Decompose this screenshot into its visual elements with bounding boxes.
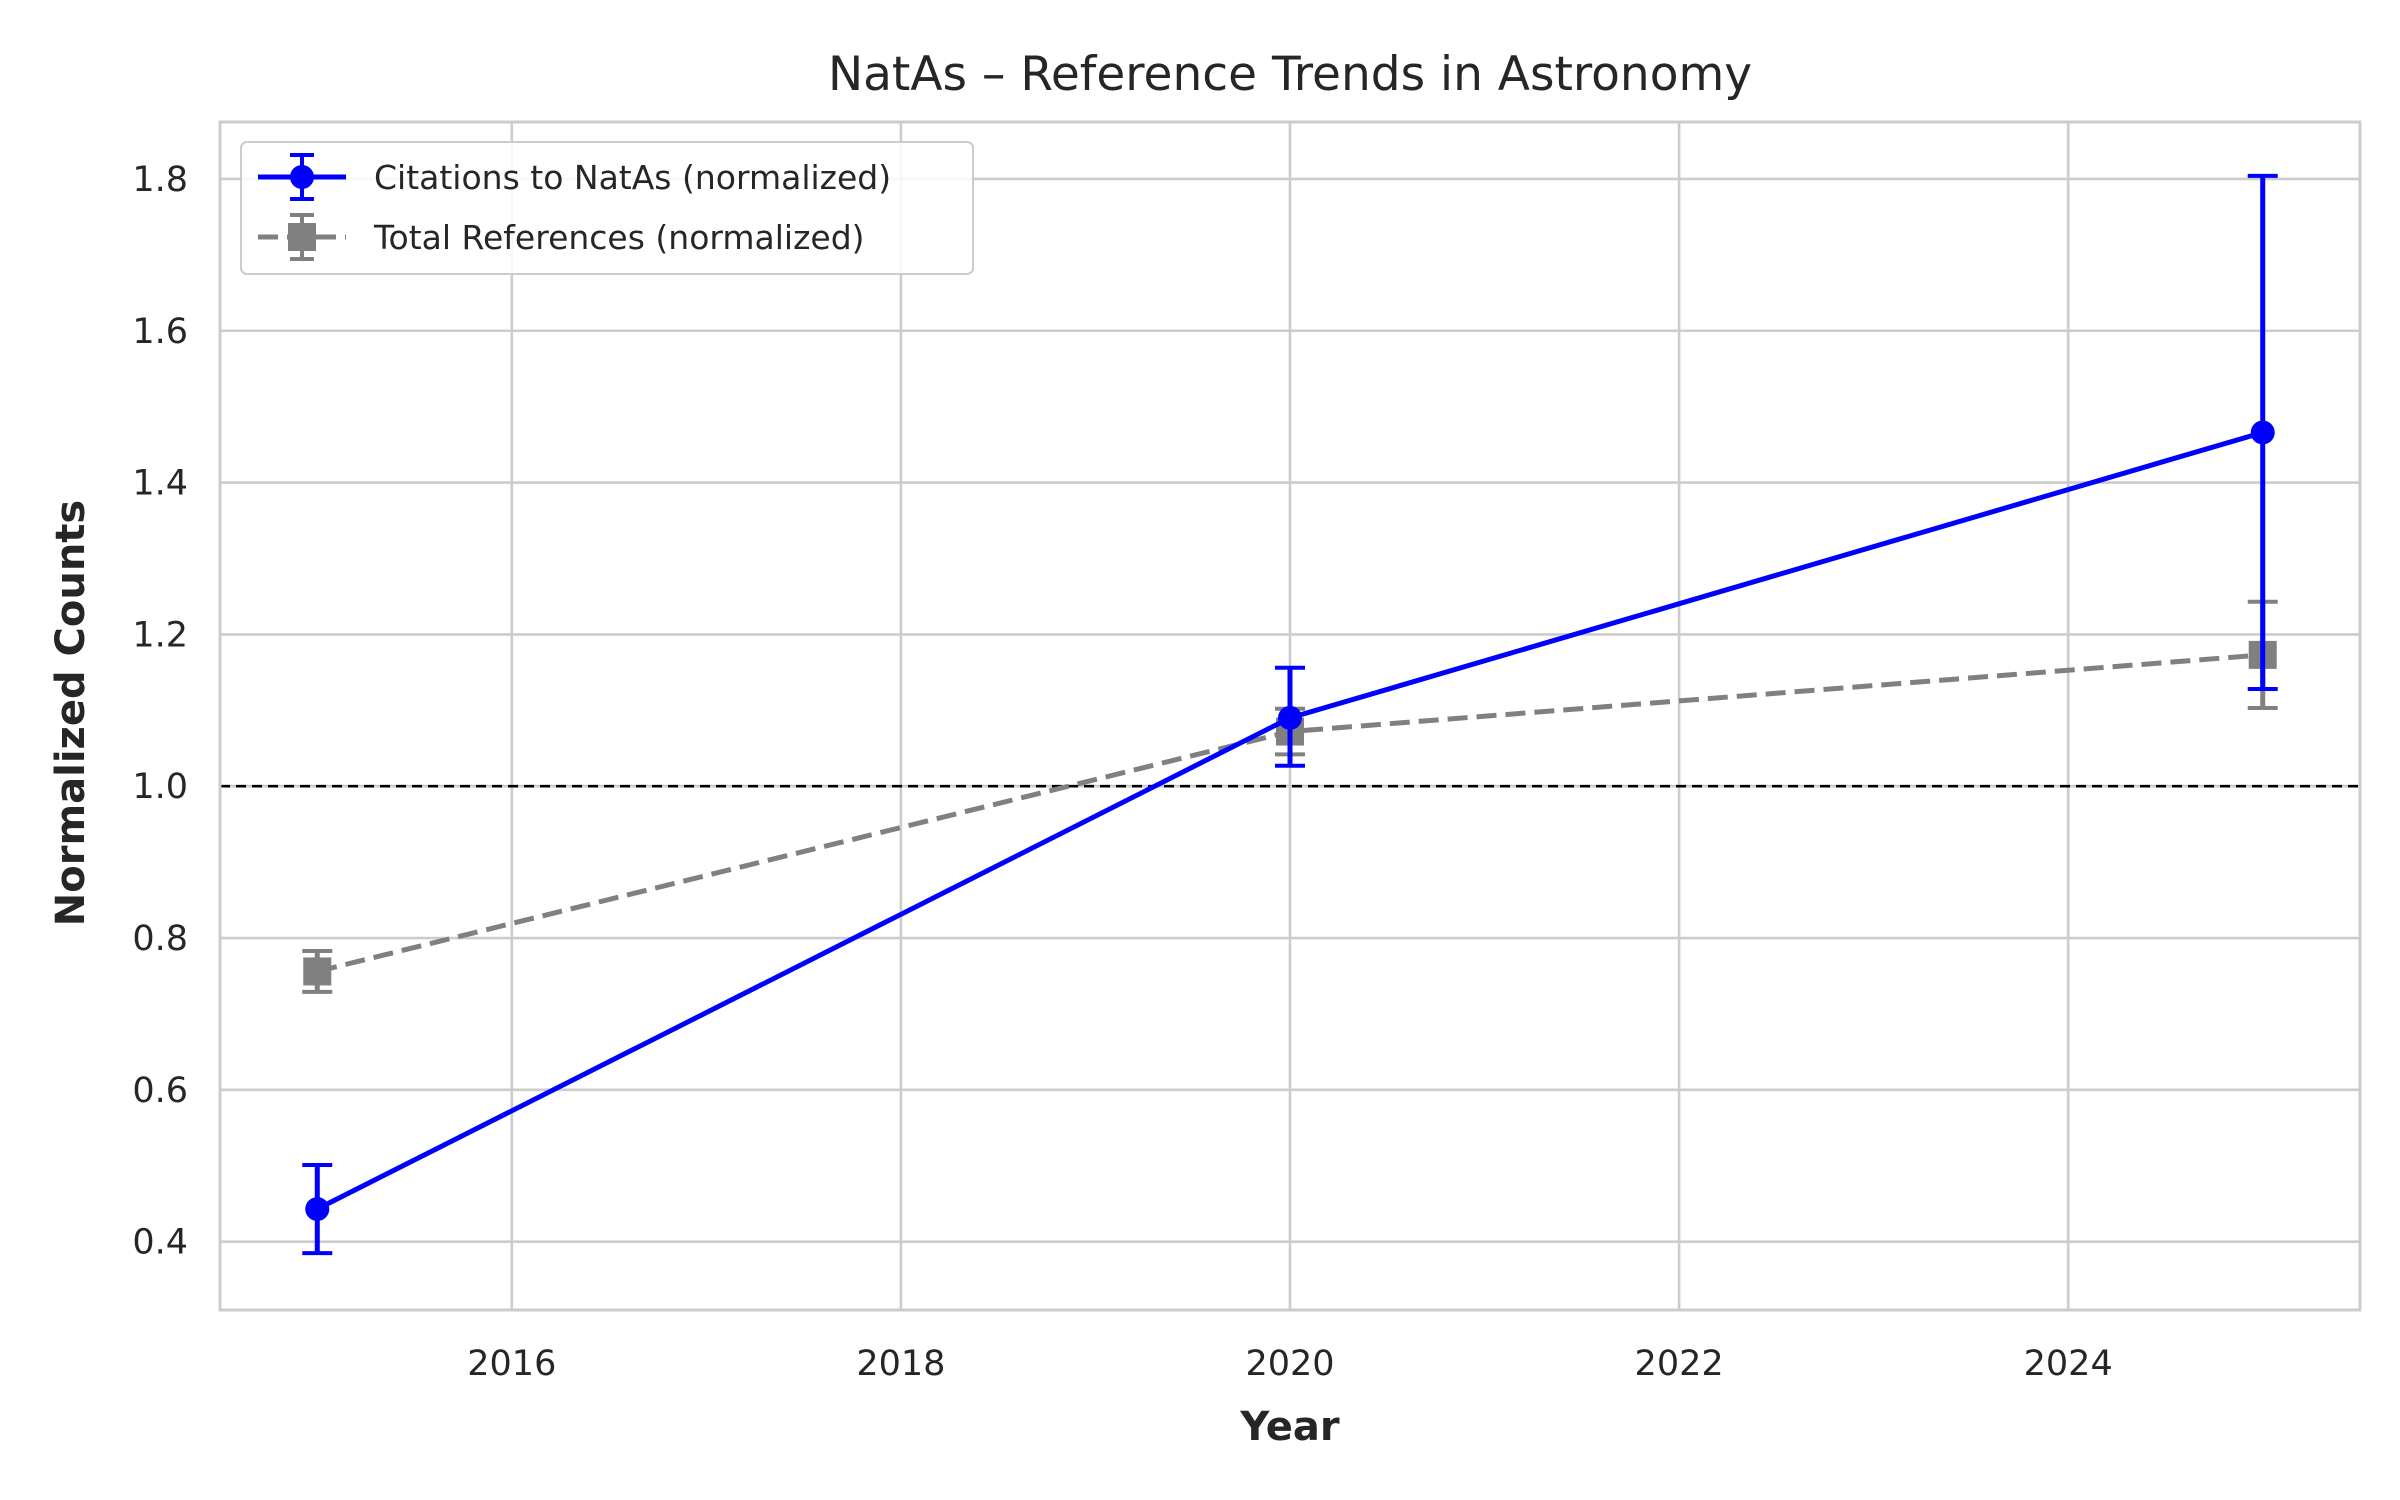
legend-label: Citations to NatAs (normalized) bbox=[374, 158, 891, 197]
series-citations-to-natas-normalized bbox=[302, 173, 2278, 1256]
tick-labels: 2016 2018 2020 2022 2024 0.4 0.6 0.8 1.0 1.2 1.4 1.… bbox=[132, 160, 2112, 1384]
legend-box bbox=[240, 141, 974, 275]
data-point bbox=[2250, 420, 2275, 445]
data-point bbox=[1278, 705, 1302, 730]
legend: Citations to NatAs (normalized) Total Ref… bbox=[240, 141, 974, 275]
y-tick-label: 1.6 bbox=[132, 312, 188, 352]
legend-entry-citations-to-natas-normalized: Citations to NatAs (normalized) bbox=[258, 153, 891, 201]
y-tick-label: 1.8 bbox=[132, 160, 188, 200]
x-tick-label: 2020 bbox=[1245, 1344, 1334, 1384]
x-tick-label: 2024 bbox=[2024, 1344, 2113, 1384]
y-tick-label: 1.2 bbox=[132, 615, 188, 655]
legend-marker bbox=[288, 223, 316, 251]
y-tick-label: 0.6 bbox=[132, 1071, 188, 1111]
x-tick-label: 2018 bbox=[856, 1344, 945, 1384]
plot-frame bbox=[218, 120, 2362, 1312]
x-tick-label: 2016 bbox=[467, 1344, 556, 1384]
data-point bbox=[303, 957, 332, 986]
y-tick-label: 0.4 bbox=[132, 1223, 188, 1263]
x-tick-label: 2022 bbox=[1635, 1344, 1724, 1384]
legend-entries: Citations to NatAs (normalized) Total Ref… bbox=[258, 153, 891, 261]
y-axis-label: Normalized Counts bbox=[48, 500, 94, 926]
legend-label: Total References (normalized) bbox=[373, 218, 865, 257]
x-axis-label: Year bbox=[1239, 1404, 1339, 1450]
y-tick-label: 1.4 bbox=[132, 464, 188, 504]
chart-title: NatAs – Reference Trends in Astronomy bbox=[828, 47, 1752, 102]
legend-marker bbox=[290, 165, 314, 189]
data-point bbox=[305, 1197, 330, 1222]
y-tick-label: 0.8 bbox=[132, 919, 188, 959]
series-group bbox=[302, 173, 2278, 1256]
y-tick-label: 1.0 bbox=[132, 767, 188, 807]
legend-entry-total-references-normalized: Total References (normalized) bbox=[258, 213, 865, 261]
